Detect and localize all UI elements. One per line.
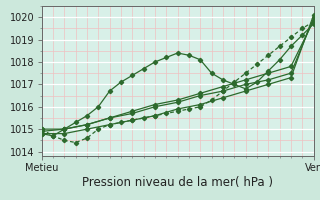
X-axis label: Pression niveau de la mer( hPa ): Pression niveau de la mer( hPa ) [82,176,273,189]
